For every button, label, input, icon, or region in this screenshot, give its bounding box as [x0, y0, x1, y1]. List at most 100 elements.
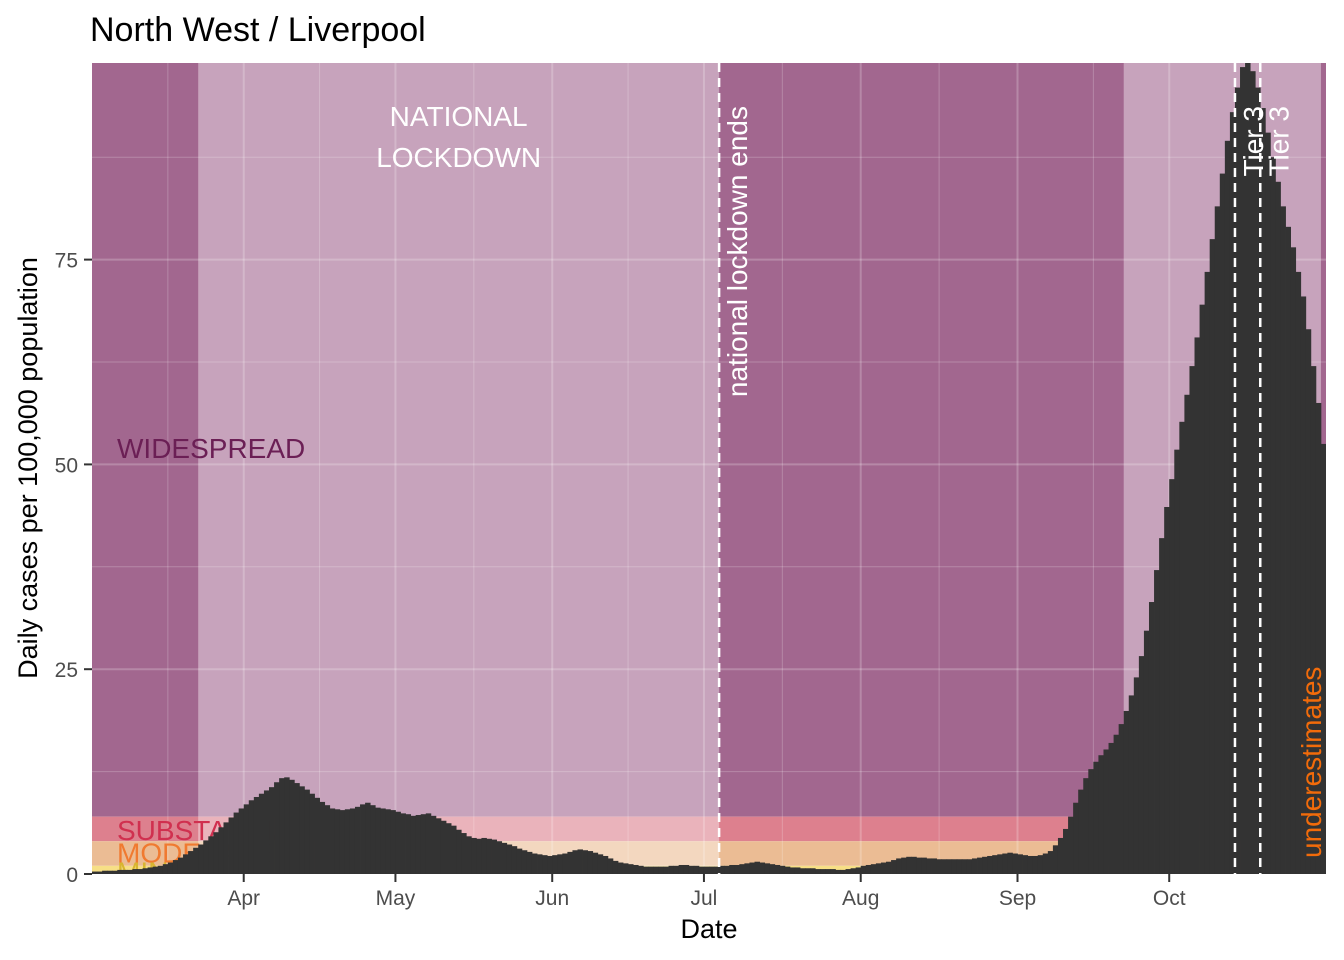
bar — [243, 804, 250, 874]
bar — [1260, 108, 1266, 874]
bar — [1032, 855, 1039, 874]
bar — [1027, 855, 1034, 874]
bar — [663, 866, 669, 874]
bar — [1189, 366, 1195, 874]
bar — [390, 810, 396, 874]
bar — [880, 862, 887, 874]
bar — [845, 869, 852, 874]
bar — [117, 869, 123, 874]
bar — [1300, 296, 1307, 874]
bar — [248, 800, 255, 874]
bar — [496, 841, 503, 874]
bar — [1148, 602, 1155, 874]
bar — [1103, 749, 1109, 874]
bar — [724, 865, 730, 874]
bar — [628, 864, 634, 874]
bar — [562, 853, 568, 874]
bar — [1265, 132, 1271, 874]
bar — [324, 805, 331, 874]
underestimates-label: underestimates — [1296, 667, 1327, 858]
band-widespread — [92, 63, 1326, 817]
bar — [279, 778, 285, 874]
bar — [577, 849, 583, 874]
bar — [1331, 530, 1336, 874]
y-tick-label: 25 — [55, 659, 78, 682]
bar — [440, 820, 447, 874]
bar — [531, 853, 538, 874]
bar — [830, 869, 836, 874]
bar — [365, 802, 371, 874]
bar — [122, 869, 128, 874]
bar — [582, 850, 589, 874]
bar — [456, 829, 462, 874]
bar — [1093, 761, 1099, 874]
plot-area: WIDESPREADSUBSTANTIALMODERATEMINIMALnati… — [55, 63, 1336, 910]
bar — [1320, 443, 1326, 874]
bar — [334, 809, 341, 874]
bar — [749, 862, 755, 874]
chart-title: North West / Liverpool — [90, 11, 426, 49]
bar — [107, 870, 113, 874]
bar — [926, 858, 932, 874]
bar — [177, 857, 184, 874]
bar — [193, 847, 199, 874]
bar — [1118, 724, 1125, 874]
bar — [1285, 226, 1291, 874]
bar — [142, 868, 149, 874]
bar — [1184, 394, 1190, 874]
bar — [233, 812, 240, 874]
bar — [344, 809, 351, 874]
bar — [446, 823, 452, 874]
bar — [172, 860, 179, 874]
bar — [789, 867, 796, 874]
bar — [526, 851, 533, 874]
bar — [1154, 570, 1160, 874]
bar — [1169, 479, 1175, 874]
bar — [1199, 304, 1206, 874]
y-tick-label: 50 — [55, 454, 78, 477]
bar — [420, 814, 427, 874]
bar — [486, 838, 492, 874]
x-axis-title: Date — [680, 914, 737, 944]
bar — [1224, 140, 1231, 874]
bar — [1128, 695, 1135, 874]
bar — [1022, 855, 1029, 874]
bar — [405, 814, 412, 874]
bar — [916, 857, 922, 874]
bar — [703, 866, 710, 874]
bar — [971, 858, 978, 874]
bar — [395, 811, 401, 874]
bar — [1098, 755, 1104, 874]
bar — [1229, 112, 1236, 874]
x-tick-label: Jul — [691, 887, 718, 910]
bar — [1133, 677, 1140, 874]
bar — [956, 859, 963, 874]
bar — [1002, 853, 1008, 874]
bar — [188, 851, 194, 874]
bar — [673, 865, 680, 874]
bar — [284, 777, 290, 874]
bar — [865, 864, 872, 874]
bar — [997, 854, 1003, 874]
bar — [992, 855, 998, 874]
bar — [92, 871, 98, 874]
bar — [400, 813, 406, 874]
bar — [304, 789, 310, 874]
bar — [147, 867, 154, 874]
bar — [572, 850, 578, 874]
bar — [668, 865, 674, 874]
lockdown-label-line-2: LOCKDOWN — [376, 142, 541, 173]
bar — [506, 844, 513, 874]
bar — [461, 833, 467, 874]
bar — [734, 864, 740, 874]
bar — [891, 860, 897, 874]
bar — [774, 864, 781, 874]
bar — [906, 856, 912, 874]
bar — [521, 850, 528, 874]
bar — [410, 815, 417, 874]
axes: 0 25 50 75 Apr May Jun Jul Aug Sep Oct — [55, 250, 1186, 910]
bar — [977, 857, 983, 874]
bar — [274, 782, 280, 874]
bar — [354, 806, 361, 874]
